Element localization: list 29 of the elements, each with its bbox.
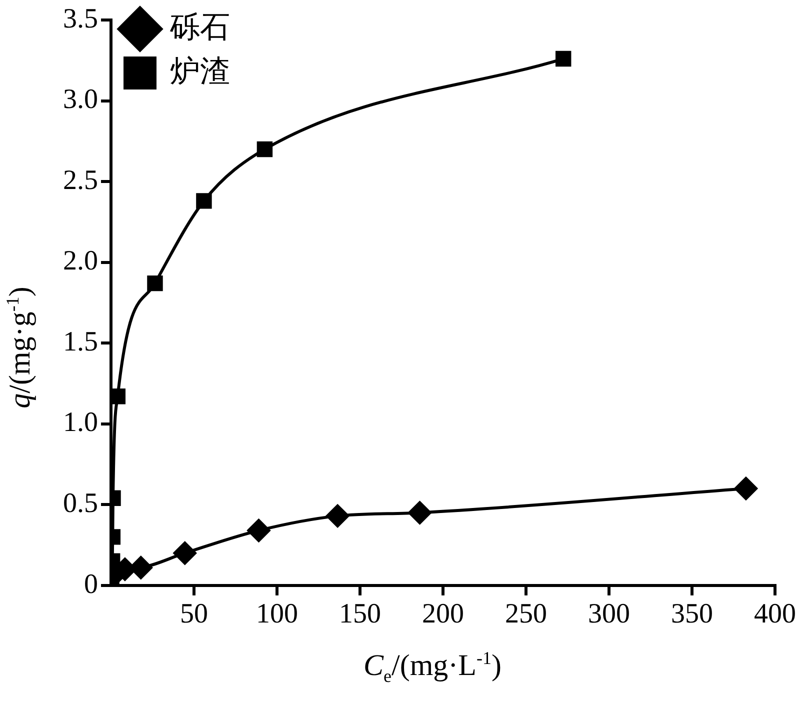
legend-label: 炉渣 [170,54,230,88]
legend-label: 砾石 [169,10,230,44]
y-tick-label: 1.0 [63,407,98,438]
x-tick-label: 400 [754,598,796,630]
y-tick-label: 3.5 [63,3,98,34]
point [247,518,270,542]
point [173,542,196,565]
y-tick-label: 2.5 [63,164,98,196]
y-tick-label: 1.5 [63,326,98,358]
x-axis-title: C$_{e}$/(mg·L$^{-1}$) [362,648,502,687]
point [256,141,273,158]
y-tick-label: 3.0 [63,84,98,116]
x-tick-label: 50 [180,598,208,630]
x-tick-label: 150 [339,598,381,630]
y-tick-label: 0 [84,568,98,600]
x-tick-label: 250 [505,598,547,630]
point [408,501,432,524]
point [111,388,126,404]
y-tick-label: 0.5 [63,488,98,519]
point [555,50,572,67]
x-tick-label: 350 [671,598,713,630]
point [734,476,758,500]
point [196,193,212,209]
point [326,504,350,528]
x-tick-label: 200 [422,598,464,630]
y-tick-label: 2.0 [63,246,98,277]
x-tick-label: 100 [256,598,298,630]
x-tick-label: 300 [588,598,630,630]
point [147,275,163,292]
